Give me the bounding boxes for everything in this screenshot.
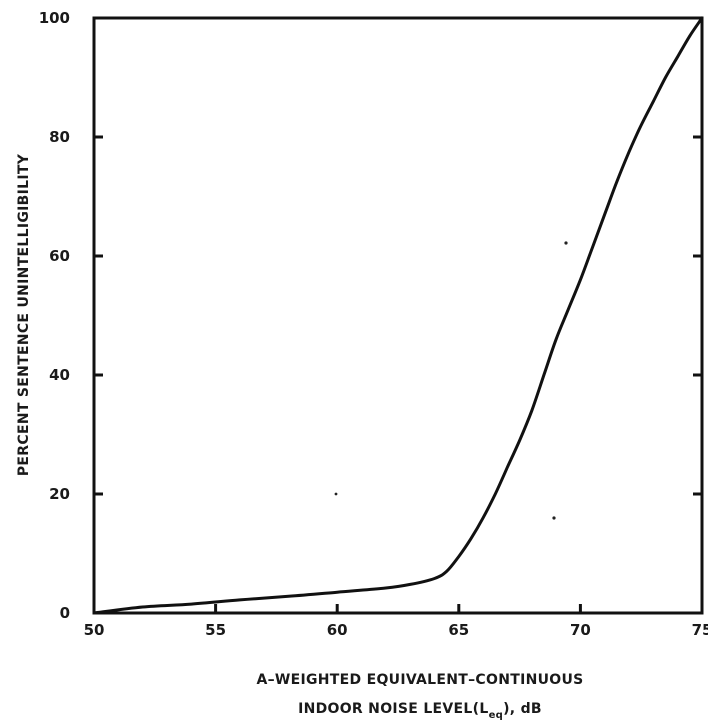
series-line xyxy=(92,16,704,615)
y-tick-label: 80 xyxy=(49,128,70,146)
x-axis-title-line-2-subscript: eq xyxy=(489,710,504,721)
scan-speck xyxy=(334,492,338,496)
x-tick-label: 50 xyxy=(84,621,105,639)
plot-frame xyxy=(92,16,704,615)
x-tick-label: 60 xyxy=(327,621,348,639)
x-tick-label: 65 xyxy=(448,621,469,639)
y-tick-label: 100 xyxy=(39,9,70,27)
scan-speck xyxy=(564,241,568,245)
y-tick-label: 60 xyxy=(49,247,70,265)
x-axis-title-line-2: INDOOR NOISE LEVEL(Leq), dB xyxy=(298,701,542,721)
y-tick-label: 0 xyxy=(60,604,70,622)
axis-tick-labels: 50 55 60 65 70 75 0 20 40 60 80 100 xyxy=(39,9,708,639)
x-axis-title-line-2-prefix: INDOOR NOISE LEVEL(L xyxy=(298,701,488,717)
scan-speck xyxy=(552,516,556,520)
plot-area-border xyxy=(92,16,704,615)
y-axis-title: PERCENT SENTENCE UNINTELLIGIBILITY xyxy=(16,153,32,476)
axis-ticks xyxy=(94,135,702,613)
x-tick-label: 55 xyxy=(205,621,226,639)
y-tick-label: 20 xyxy=(49,485,70,503)
x-axis-title-line-2-suffix: ), dB xyxy=(503,701,542,717)
x-tick-label: 70 xyxy=(570,621,591,639)
x-axis-title-line-1: A–WEIGHTED EQUIVALENT–CONTINUOUS xyxy=(256,672,583,688)
x-tick-label: 75 xyxy=(692,621,708,639)
y-tick-label: 40 xyxy=(49,366,70,384)
